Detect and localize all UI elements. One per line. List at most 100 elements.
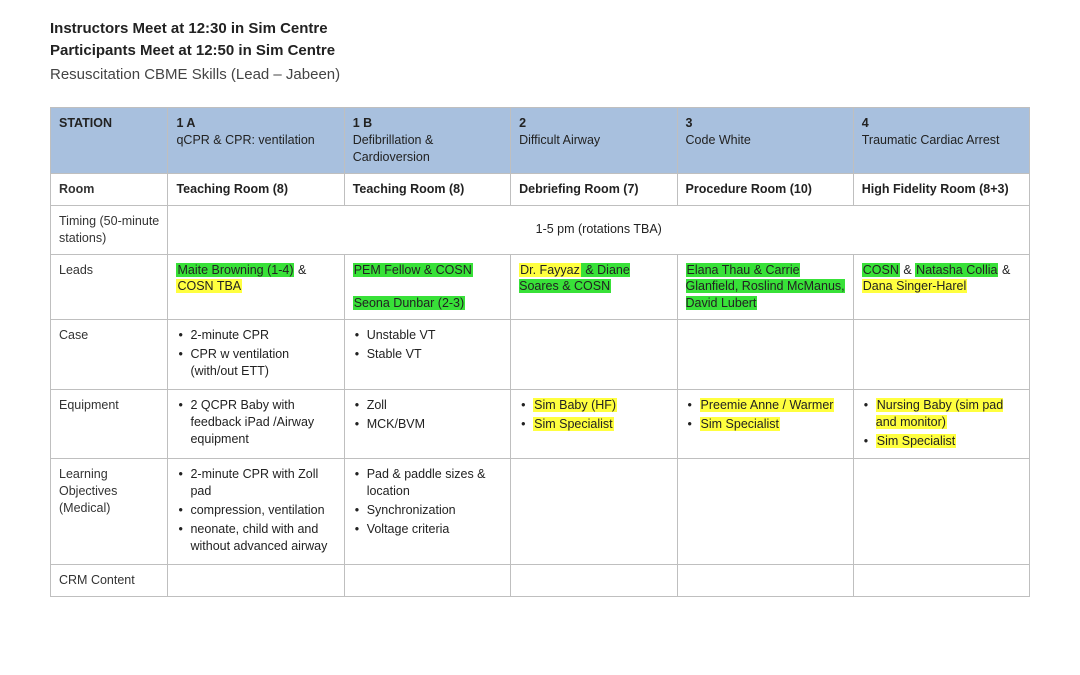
bullet-list: Sim Baby (HF) Sim Specialist <box>519 397 668 433</box>
bullet-item: Sim Specialist <box>862 433 1021 450</box>
crm-cell <box>511 564 677 596</box>
equipment-cell: Zoll MCK/BVM <box>344 389 510 459</box>
bullet-item: Nursing Baby (sim pad and monitor) <box>862 397 1021 431</box>
col-subtitle: Code White <box>686 132 845 149</box>
col-title: STATION <box>59 115 159 132</box>
col-subtitle: Traumatic Cardiac Arrest <box>862 132 1021 149</box>
bullet-list: Unstable VTStable VT <box>353 327 502 363</box>
learning-row: Learning Objectives (Medical)2-minute CP… <box>51 459 1030 564</box>
learning-cell <box>511 459 677 564</box>
col-title: 1 B <box>353 115 502 132</box>
bullet-list: Pad & paddle sizes & locationSynchroniza… <box>353 466 502 538</box>
col-title: 3 <box>686 115 845 132</box>
bullet-item: 2-minute CPR <box>176 327 335 344</box>
equipment-cell: Sim Baby (HF) Sim Specialist <box>511 389 677 459</box>
row-label: Learning Objectives (Medical) <box>51 459 168 564</box>
bullet-item: Synchronization <box>353 502 502 519</box>
bullet-list: Preemie Anne / Warmer Sim Specialist <box>686 397 845 433</box>
header-row: STATION 1 AqCPR & CPR: ventilation 1 BDefi… <box>51 108 1030 174</box>
col-header-station: STATION <box>51 108 168 174</box>
bullet-item: Unstable VT <box>353 327 502 344</box>
equipment-row: Equipment2 QCPR Baby with feedback iPad … <box>51 389 1030 459</box>
text-run: Maite Browning (1-4) <box>176 263 294 277</box>
learning-cell <box>853 459 1029 564</box>
text-run: Preemie Anne / Warmer <box>700 398 835 412</box>
col-header-3: 2Difficult Airway <box>511 108 677 174</box>
case-cell: 2-minute CPR CPR w ventilation (with/out … <box>168 320 344 390</box>
text-run: COSN <box>862 263 900 277</box>
text-run: & <box>294 263 306 277</box>
leads-cell: PEM Fellow & COSNSeona Dunbar (2-3) <box>344 254 510 320</box>
case-cell <box>853 320 1029 390</box>
text-run: Sim Specialist <box>700 417 781 431</box>
bullet-item: 2 QCPR Baby with feedback iPad /Airway e… <box>176 397 335 448</box>
bullet-item: Zoll <box>353 397 502 414</box>
case-row: Case 2-minute CPR CPR w ventilation (with/… <box>51 320 1030 390</box>
room-cell: Teaching Room (8) <box>344 173 510 205</box>
text-run: Natasha Collia <box>915 263 998 277</box>
heading-line-1: Instructors Meet at 12:30 in Sim Centre <box>50 18 1030 40</box>
bullet-list: 2-minute CPR CPR w ventilation (with/out … <box>176 327 335 380</box>
room-row: RoomTeaching Room (8)Teaching Room (8)De… <box>51 173 1030 205</box>
bullet-item: CPR w ventilation (with/out ETT) <box>176 346 335 380</box>
row-label: Timing (50-minute stations) <box>51 205 168 254</box>
text-run: Sim Baby (HF) <box>533 398 617 412</box>
bullet-list: Zoll MCK/BVM <box>353 397 502 433</box>
col-subtitle: Difficult Airway <box>519 132 668 149</box>
text-run: Sim Specialist <box>876 434 957 448</box>
col-title: 1 A <box>176 115 335 132</box>
bullet-item: Sim Specialist <box>519 416 668 433</box>
leads-cell: COSN & Natasha Collia & Dana Singer-Hare… <box>853 254 1029 320</box>
bullet-item: Sim Specialist <box>686 416 845 433</box>
room-cell: Debriefing Room (7) <box>511 173 677 205</box>
equipment-cell: Nursing Baby (sim pad and monitor) Sim Sp… <box>853 389 1029 459</box>
text-run: & <box>998 263 1010 277</box>
room-cell: Procedure Room (10) <box>677 173 853 205</box>
crm-row: CRM Content <box>51 564 1030 596</box>
row-label: Room <box>51 173 168 205</box>
bullet-list: 2 QCPR Baby with feedback iPad /Airway e… <box>176 397 335 448</box>
case-cell <box>677 320 853 390</box>
timing-merged-cell: 1-5 pm (rotations TBA) <box>168 205 1030 254</box>
crm-cell <box>344 564 510 596</box>
text-run: Sim Specialist <box>533 417 614 431</box>
bullet-item: 2-minute CPR with Zoll pad <box>176 466 335 500</box>
learning-cell: Pad & paddle sizes & locationSynchroniza… <box>344 459 510 564</box>
text-run: Dr. Fayyaz <box>519 263 581 277</box>
row-label: CRM Content <box>51 564 168 596</box>
col-header-4: 3Code White <box>677 108 853 174</box>
case-cell <box>511 320 677 390</box>
heading-line-3: Resuscitation CBME Skills (Lead – Jabeen… <box>50 64 1030 86</box>
text-run: Nursing Baby (sim pad and monitor) <box>876 398 1003 429</box>
text-run: Seona Dunbar (2-3) <box>353 296 465 310</box>
bullet-list: 2-minute CPR with Zoll pad compression, v… <box>176 466 335 554</box>
crm-cell <box>168 564 344 596</box>
text-run: & <box>900 263 915 277</box>
col-title: 2 <box>519 115 668 132</box>
schedule-table: STATION 1 AqCPR & CPR: ventilation 1 BDefi… <box>50 107 1030 596</box>
crm-cell <box>853 564 1029 596</box>
bullet-item: Sim Baby (HF) <box>519 397 668 414</box>
equipment-cell: 2 QCPR Baby with feedback iPad /Airway e… <box>168 389 344 459</box>
col-header-5: 4Traumatic Cardiac Arrest <box>853 108 1029 174</box>
col-header-1: 1 AqCPR & CPR: ventilation <box>168 108 344 174</box>
text-run: Elana Thau & Carrie Glanfield, Roslind M… <box>686 263 845 311</box>
leads-row: LeadsMaite Browning (1-4) & COSN TBAPEM … <box>51 254 1030 320</box>
case-cell: Unstable VTStable VT <box>344 320 510 390</box>
row-label: Equipment <box>51 389 168 459</box>
col-subtitle: Defibrillation & Cardioversion <box>353 132 502 166</box>
leads-cell: Elana Thau & Carrie Glanfield, Roslind M… <box>677 254 853 320</box>
bullet-item: MCK/BVM <box>353 416 502 433</box>
bullet-item: compression, ventilation <box>176 502 335 519</box>
equipment-cell: Preemie Anne / Warmer Sim Specialist <box>677 389 853 459</box>
bullet-item: neonate, child with and without advanced… <box>176 521 335 555</box>
leads-cell: Dr. Fayyaz & Diane Soares & COSN <box>511 254 677 320</box>
col-title: 4 <box>862 115 1021 132</box>
text-run: Dana Singer-Harel <box>862 279 968 293</box>
row-label: Case <box>51 320 168 390</box>
bullet-item: Voltage criteria <box>353 521 502 538</box>
learning-cell: 2-minute CPR with Zoll pad compression, v… <box>168 459 344 564</box>
crm-cell <box>677 564 853 596</box>
learning-cell <box>677 459 853 564</box>
bullet-list: Nursing Baby (sim pad and monitor) Sim Sp… <box>862 397 1021 450</box>
